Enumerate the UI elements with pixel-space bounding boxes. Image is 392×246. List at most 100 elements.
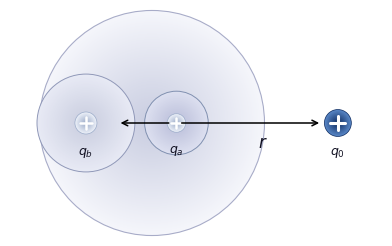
Circle shape [169, 115, 184, 131]
Circle shape [85, 122, 87, 124]
Circle shape [168, 115, 185, 131]
Circle shape [142, 113, 162, 133]
Circle shape [148, 94, 205, 152]
Circle shape [135, 106, 169, 140]
Circle shape [84, 121, 88, 125]
Circle shape [151, 122, 153, 124]
Circle shape [81, 118, 91, 128]
Circle shape [172, 119, 180, 127]
Circle shape [109, 80, 195, 166]
Circle shape [167, 114, 186, 132]
Circle shape [48, 19, 256, 227]
Circle shape [63, 100, 109, 146]
Circle shape [154, 100, 199, 146]
Circle shape [85, 122, 87, 124]
Circle shape [76, 113, 96, 133]
Circle shape [149, 96, 204, 150]
Circle shape [89, 60, 215, 186]
Circle shape [155, 101, 198, 145]
Circle shape [94, 65, 210, 181]
Circle shape [54, 25, 250, 221]
Circle shape [84, 56, 220, 190]
Circle shape [73, 44, 231, 202]
Circle shape [325, 109, 351, 137]
Circle shape [44, 81, 128, 165]
Circle shape [152, 98, 201, 148]
Circle shape [61, 32, 243, 214]
Circle shape [325, 110, 351, 136]
Circle shape [165, 111, 188, 135]
Circle shape [170, 117, 183, 129]
Circle shape [129, 101, 174, 145]
Circle shape [103, 74, 201, 172]
Circle shape [79, 116, 93, 130]
Circle shape [115, 86, 189, 160]
Circle shape [83, 120, 89, 126]
Circle shape [50, 87, 122, 159]
Circle shape [140, 111, 164, 135]
Circle shape [167, 114, 185, 132]
Circle shape [80, 116, 93, 130]
Circle shape [329, 115, 346, 131]
Circle shape [175, 122, 178, 124]
Circle shape [46, 83, 126, 163]
Circle shape [111, 82, 193, 164]
Circle shape [146, 117, 158, 129]
Circle shape [84, 121, 88, 125]
Circle shape [145, 91, 208, 155]
Circle shape [52, 89, 120, 157]
Circle shape [44, 81, 127, 165]
Text: $q_0$: $q_0$ [330, 146, 345, 160]
Circle shape [334, 120, 341, 126]
Circle shape [83, 121, 89, 125]
Circle shape [162, 109, 191, 137]
Circle shape [156, 103, 197, 143]
Circle shape [114, 85, 191, 161]
Circle shape [148, 119, 156, 127]
Circle shape [104, 75, 200, 171]
Text: $q_b$: $q_b$ [78, 146, 93, 160]
Circle shape [118, 89, 186, 157]
Circle shape [85, 122, 87, 124]
Circle shape [161, 107, 192, 139]
Circle shape [70, 107, 102, 139]
Circle shape [82, 119, 90, 127]
Circle shape [40, 77, 132, 169]
Circle shape [55, 92, 117, 154]
Circle shape [68, 105, 104, 141]
Circle shape [58, 95, 114, 151]
Circle shape [102, 72, 203, 174]
Circle shape [108, 79, 196, 167]
Circle shape [113, 84, 191, 162]
Circle shape [49, 86, 123, 160]
Circle shape [100, 71, 205, 175]
Circle shape [50, 21, 254, 225]
Circle shape [122, 93, 182, 153]
Circle shape [174, 121, 179, 125]
Circle shape [160, 107, 193, 139]
Circle shape [56, 93, 116, 153]
Circle shape [165, 112, 187, 134]
Circle shape [330, 115, 346, 131]
Circle shape [151, 97, 203, 149]
Circle shape [171, 118, 181, 128]
Circle shape [176, 122, 177, 124]
Circle shape [131, 101, 174, 145]
Circle shape [67, 104, 105, 142]
Circle shape [82, 119, 90, 127]
Circle shape [82, 53, 222, 193]
Circle shape [37, 74, 135, 172]
Circle shape [143, 114, 162, 132]
Circle shape [325, 110, 351, 136]
Circle shape [72, 109, 100, 137]
Circle shape [71, 108, 102, 138]
Circle shape [87, 58, 217, 188]
Circle shape [78, 116, 93, 130]
Circle shape [39, 76, 133, 170]
Circle shape [56, 27, 248, 219]
Circle shape [72, 43, 232, 203]
Circle shape [141, 112, 163, 134]
Circle shape [80, 117, 92, 129]
Circle shape [121, 92, 183, 154]
Circle shape [170, 117, 183, 129]
